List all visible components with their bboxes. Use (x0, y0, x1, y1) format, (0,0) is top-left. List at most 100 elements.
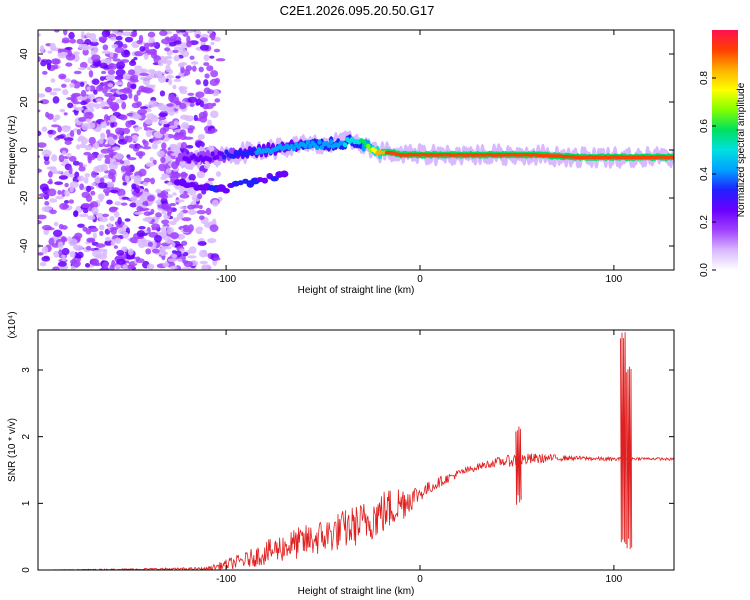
noise-blob (112, 58, 121, 62)
noise-blob (158, 116, 167, 121)
noise-blob (79, 61, 88, 69)
noise-blob (199, 37, 208, 43)
noise-blob (147, 75, 155, 79)
noise-blob (77, 251, 84, 259)
noise-blob (126, 135, 133, 143)
noise-blob (62, 89, 69, 96)
noise-blob (72, 51, 80, 56)
noise-blob (113, 245, 118, 249)
noise-blob (168, 125, 178, 129)
noise-blob (99, 195, 104, 202)
noise-blob (76, 38, 84, 45)
noise-blob (112, 146, 121, 151)
noise-blob (51, 58, 61, 65)
noise-blob (165, 168, 172, 174)
noise-blob (91, 38, 98, 43)
noise-blob (97, 153, 105, 159)
noise-blob (76, 128, 82, 136)
noise-blob (167, 181, 173, 186)
noise-blob (169, 143, 178, 148)
noise-blob (77, 67, 87, 71)
noise-blob (45, 59, 52, 66)
noise-blob (109, 51, 114, 58)
noise-blob (126, 88, 133, 94)
y-tick-label: 20 (19, 96, 30, 108)
noise-blob (78, 43, 86, 50)
noise-blob (135, 126, 143, 130)
noise-blob (151, 115, 159, 123)
noise-blob (180, 62, 188, 66)
noise-blob (213, 36, 221, 42)
noise-blob (100, 100, 106, 108)
noise-blob (53, 221, 59, 227)
noise-blob (99, 76, 105, 81)
ridge-mark (305, 139, 311, 145)
ridge-mark (326, 143, 332, 149)
noise-blob (208, 30, 213, 34)
noise-blob (159, 90, 166, 97)
noise-blob (167, 258, 178, 263)
snr-spike (515, 426, 522, 505)
noise-blob (187, 209, 197, 215)
noise-blob (47, 130, 54, 135)
colorbar-label: Normalized spectral amplitude (736, 82, 747, 217)
noise-blob (64, 139, 72, 146)
noise-blob (97, 182, 108, 189)
noise-blob (39, 261, 47, 267)
noise-blob (160, 156, 166, 164)
noise-blob (172, 192, 177, 196)
noise-blob (134, 65, 143, 71)
noise-blob (89, 41, 99, 47)
noise-blob (124, 165, 131, 172)
y-tick-label: 0 (21, 567, 32, 573)
noise-blob (165, 174, 170, 178)
noise-blob (197, 193, 203, 200)
noise-blob (179, 89, 188, 95)
noise-blob (43, 228, 49, 236)
noise-blob (116, 258, 126, 265)
noise-blob (209, 55, 215, 59)
noise-blob (212, 218, 217, 226)
noise-blob (161, 219, 170, 225)
noise-blob (165, 36, 170, 40)
noise-blob (183, 260, 194, 268)
noise-blob (62, 125, 71, 129)
noise-blob (171, 254, 178, 259)
noise-blob (95, 98, 103, 103)
ridge-mark (214, 154, 220, 160)
noise-blob (38, 142, 47, 148)
noise-blob (98, 84, 103, 91)
noise-blob (127, 248, 134, 256)
noise-blob (167, 108, 175, 116)
noise-blob (84, 144, 93, 151)
noise-blob (169, 202, 177, 207)
noise-blob (180, 122, 190, 130)
noise-blob (119, 114, 128, 121)
y-tick-label: 2 (21, 433, 32, 439)
noise-blob (149, 156, 155, 162)
noise-blob (195, 34, 201, 39)
noise-blob (198, 204, 203, 210)
noise-blob (93, 89, 98, 95)
noise-blob (100, 163, 108, 172)
noise-blob (61, 189, 66, 198)
noise-blob (187, 92, 195, 96)
noise-blob (109, 226, 119, 231)
noise-blob (133, 211, 144, 215)
noise-blob (79, 143, 86, 149)
noise-blob (130, 31, 138, 38)
noise-blob (125, 264, 136, 270)
noise-blob (38, 214, 47, 220)
noise-blob (92, 232, 97, 240)
noise-blob (55, 195, 64, 200)
noise-blob (205, 207, 212, 216)
noise-blob (64, 182, 69, 188)
branch-blob (261, 177, 269, 184)
ridge-mark (317, 139, 322, 145)
noise-blob (163, 123, 171, 128)
noise-blob (207, 237, 217, 244)
noise-blob (95, 212, 104, 219)
noise-blob (195, 226, 204, 235)
noise-blob (82, 48, 89, 56)
